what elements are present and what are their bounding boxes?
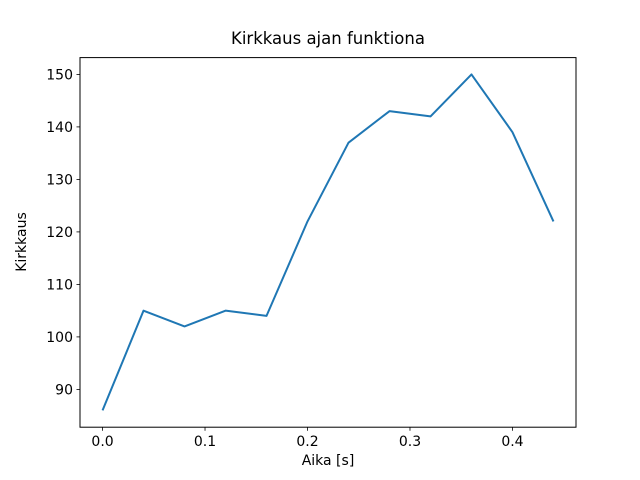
y-tick-label: 130 [46,172,73,188]
x-tick-label: 0.4 [501,434,523,450]
x-tick-label: 0.0 [91,434,113,450]
x-axis-label: Aika [s] [301,453,355,469]
x-tick-label: 0.3 [399,434,421,450]
y-tick-label: 100 [46,330,73,346]
x-tick-label: 0.2 [296,434,318,450]
y-tick-label: 110 [46,277,73,293]
chart-title: Kirkkaus ajan funktiona [231,29,425,48]
y-tick-label: 90 [55,382,73,398]
data-line [101,73,555,411]
plot-frame [79,57,577,428]
x-tick-label: 0.1 [194,434,216,450]
y-tick-label: 150 [46,67,73,83]
y-tick-label: 140 [46,120,73,136]
y-tick-label: 120 [46,225,73,241]
